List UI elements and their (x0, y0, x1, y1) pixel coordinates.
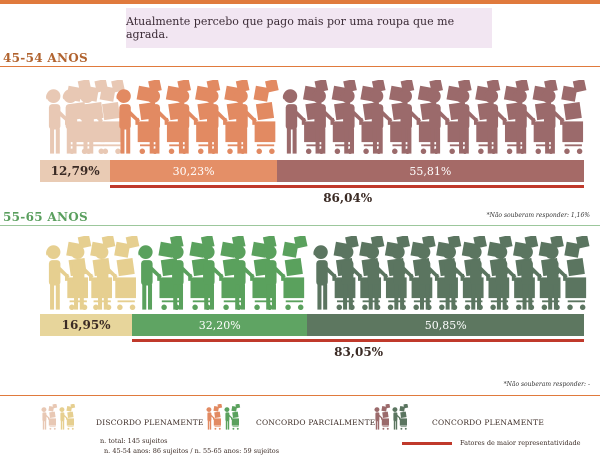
shopper-icon-17 (544, 236, 590, 311)
group-label-45-54: 45-54 ANOS (3, 51, 88, 65)
top-accent-bar (0, 0, 600, 4)
bar-segment-label: 12,79% (50, 164, 100, 178)
highlight-total-55-65: 83,05% (334, 345, 384, 359)
no-answer-note-55-65: *Não souberam responder: - (503, 381, 590, 388)
legend-icon-parcialmente (206, 404, 241, 430)
highlight-underline-55-65 (132, 339, 584, 342)
legend-icon-plenamente (374, 404, 409, 430)
legend-label-plenamente: CONCORDO PLENAMENTE (432, 418, 545, 427)
shopper-icon-0 (46, 236, 92, 311)
bar-segment-label: 30,23% (172, 164, 215, 178)
legend-highlight-label: Fatores de maior representatividade (460, 439, 581, 447)
shopper-icon-1 (70, 236, 116, 311)
shopper-icon-leg-b (224, 404, 241, 430)
bar-segment-label: 16,95% (61, 318, 111, 332)
legend-label-parcialmente: CONCORDO PARCIALMENTE (256, 418, 376, 427)
stacked-bar-55-65: 16,95% 32,20% 50,85% (40, 314, 584, 336)
sample-total: n. total: 145 sujeitos (100, 437, 168, 445)
shopper-icon-leg-b (59, 404, 76, 430)
shopper-figures-55-65 (46, 236, 590, 311)
shopper-icon-leg-b (392, 404, 409, 430)
legend-highlight-line (402, 442, 452, 445)
shopper-icon-17 (541, 80, 587, 155)
legend-label-discordo: DISCORDO PLENAMENTE (96, 418, 204, 427)
highlight-total-45-54: 86,04% (323, 191, 373, 205)
shopper-icon-7 (233, 80, 279, 155)
shopper-icon-7 (262, 236, 308, 311)
bar-segment-1: 32,20% (132, 314, 308, 336)
shopper-icon-2 (79, 80, 125, 155)
no-answer-note-45-54: *Não souberam responder: 1,16% (486, 212, 590, 219)
chart-title: Atualmente percebo que pago mais por uma… (126, 15, 455, 41)
legend-divider (0, 395, 600, 396)
bar-segment-label: 55,81% (409, 164, 452, 178)
bar-segment-label: 50,85% (424, 318, 467, 332)
sample-groups: n. 45-54 anos: 86 sujeitos / n. 55-65 an… (104, 447, 280, 455)
shopper-icon-leg-a (206, 404, 223, 430)
bar-segment-label: 32,20% (198, 318, 241, 332)
shopper-icon-leg-a (374, 404, 391, 430)
bar-segment-1: 30,23% (110, 160, 277, 182)
shopper-figures-45-54 (46, 80, 587, 155)
legend-icon-discordo (41, 404, 76, 430)
shopper-icon-2 (94, 236, 140, 311)
group-label-55-65: 55-65 ANOS (3, 210, 88, 224)
shopper-icon-11 (368, 80, 415, 155)
group-divider-55-65 (0, 225, 600, 226)
bar-segment-2: 55,81% (276, 160, 584, 182)
shopper-icon-leg-a (41, 404, 58, 430)
bar-segment-2: 50,85% (307, 314, 584, 336)
group-divider-45-54 (0, 66, 600, 67)
bar-segment-0: 12,79% (40, 160, 111, 182)
stacked-bar-45-54: 12,79% 30,23% 55,81% (40, 160, 584, 182)
chart-title-box: Atualmente percebo que pago mais por uma… (126, 8, 492, 48)
shopper-icon-10 (364, 236, 411, 311)
highlight-underline-45-54 (110, 185, 584, 188)
bar-segment-0: 16,95% (40, 314, 133, 336)
